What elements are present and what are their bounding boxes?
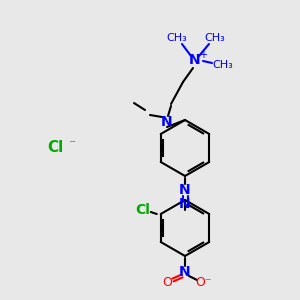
Text: CH₃: CH₃ — [167, 33, 188, 43]
Text: N: N — [179, 183, 191, 197]
Text: +: + — [199, 50, 207, 60]
Text: CH₃: CH₃ — [213, 60, 233, 70]
Text: ⁻: ⁻ — [68, 138, 76, 152]
Text: Cl: Cl — [135, 203, 150, 217]
Text: O: O — [162, 275, 172, 289]
Text: N: N — [179, 197, 191, 211]
Text: Cl: Cl — [47, 140, 63, 155]
Text: CH₃: CH₃ — [205, 33, 225, 43]
Text: N: N — [161, 115, 173, 129]
Text: O⁻: O⁻ — [195, 275, 211, 289]
Text: N: N — [189, 53, 201, 67]
Text: N: N — [179, 265, 191, 279]
